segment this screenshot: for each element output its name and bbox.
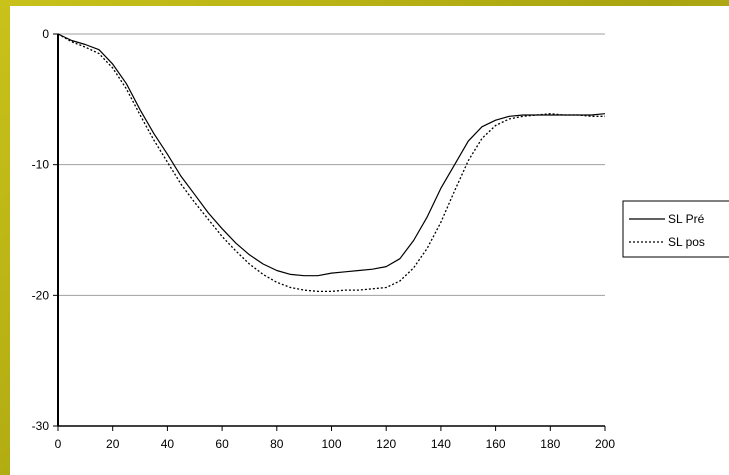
x-tick-label-0: 0 [55, 437, 62, 451]
axes: 0 -10 -20 -30 0 20 40 60 80 100 120 140 160 180 200 [32, 27, 616, 451]
legend-label-0: SL Pré [668, 212, 705, 226]
y-tick-label-1: -10 [32, 158, 50, 172]
legend: SL Pré SL pos [622, 200, 729, 258]
y-tick-label-3: -30 [32, 419, 50, 433]
chart-frame: 0 -10 -20 -30 0 20 40 60 80 100 120 140 160 180 200 SL… [10, 6, 729, 475]
series-line-0 [57, 33, 606, 277]
series-layer [57, 33, 606, 293]
x-tick-label-7: 140 [431, 437, 451, 451]
x-tick-label-10: 200 [595, 437, 615, 451]
legend-label-1: SL pos [668, 235, 705, 249]
x-tick-label-6: 120 [376, 437, 396, 451]
legend-box [622, 200, 729, 258]
line-chart: 0 -10 -20 -30 0 20 40 60 80 100 120 140 160 180 200 SL… [32, 27, 729, 451]
x-tick-label-9: 180 [540, 437, 560, 451]
x-tick-label-3: 60 [215, 437, 229, 451]
x-tick-label-4: 80 [270, 437, 284, 451]
gridlines [58, 33, 605, 296]
y-tick-label-0: 0 [42, 27, 49, 41]
x-tick-label-1: 20 [106, 437, 120, 451]
x-tick-label-5: 100 [321, 437, 341, 451]
y-tick-label-2: -20 [32, 288, 50, 302]
x-tick-label-2: 40 [161, 437, 175, 451]
series-line-1 [57, 33, 605, 293]
x-tick-label-8: 160 [486, 437, 506, 451]
